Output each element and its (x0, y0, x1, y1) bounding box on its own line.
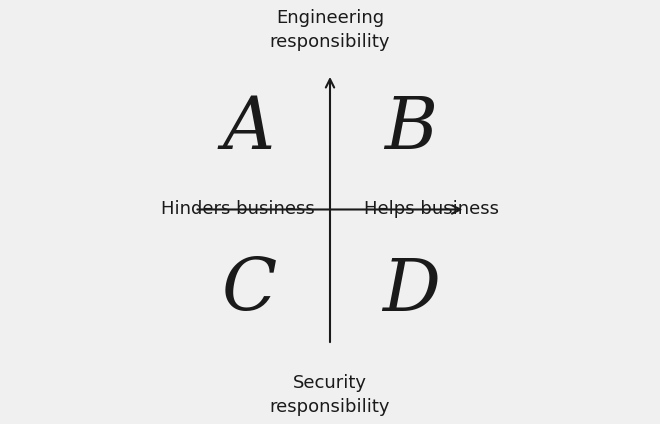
Text: Engineering
responsibility: Engineering responsibility (270, 9, 390, 50)
Text: Helps business: Helps business (364, 201, 499, 218)
Text: C: C (221, 255, 277, 326)
Text: Hinders business: Hinders business (161, 201, 314, 218)
Text: A: A (223, 93, 275, 164)
Text: B: B (384, 93, 438, 164)
Text: D: D (382, 255, 440, 326)
Text: Security
responsibility: Security responsibility (270, 374, 390, 416)
